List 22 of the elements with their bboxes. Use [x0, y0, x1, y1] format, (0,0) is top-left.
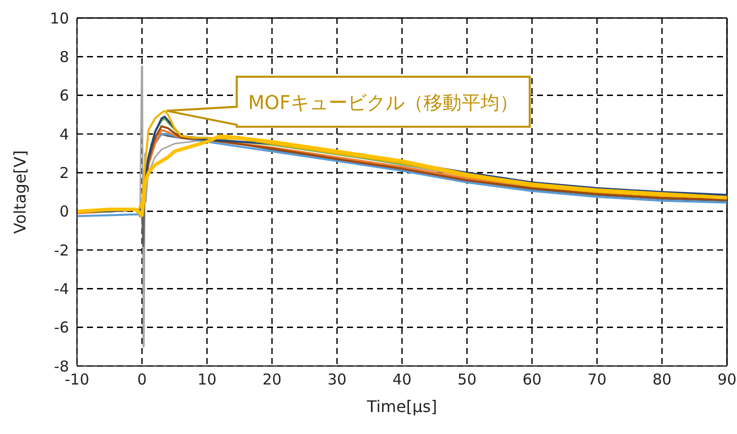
y-tick-label: 6 [59, 86, 69, 105]
x-tick-label: 10 [197, 370, 217, 389]
y-tick-label: 0 [59, 202, 69, 221]
y-tick-label: 8 [59, 48, 69, 66]
y-tick-label: 2 [59, 164, 69, 182]
x-tick-label: 20 [262, 370, 282, 389]
x-tick-label: 0 [137, 370, 147, 389]
x-tick-label: 90 [717, 370, 737, 389]
y-tick-label: 10 [50, 9, 69, 28]
y-axis-title: Voltage[V] [10, 150, 30, 234]
x-tick-label: 70 [587, 370, 607, 389]
x-tick-label: 80 [652, 370, 672, 389]
y-tick-label: -4 [54, 280, 69, 298]
annotation: MOFキュービクル（移動平均） [248, 92, 518, 114]
x-tick-label: 40 [392, 370, 412, 389]
y-tick-label: -2 [54, 241, 69, 260]
x-tick-label: 60 [522, 370, 542, 389]
x-tick-label: 30 [327, 370, 347, 389]
y-tick-label: -6 [54, 318, 69, 337]
x-tick-label: 50 [457, 370, 477, 389]
y-tick-label: 4 [59, 125, 69, 144]
x-axis-title: Time[μs] [366, 397, 438, 416]
